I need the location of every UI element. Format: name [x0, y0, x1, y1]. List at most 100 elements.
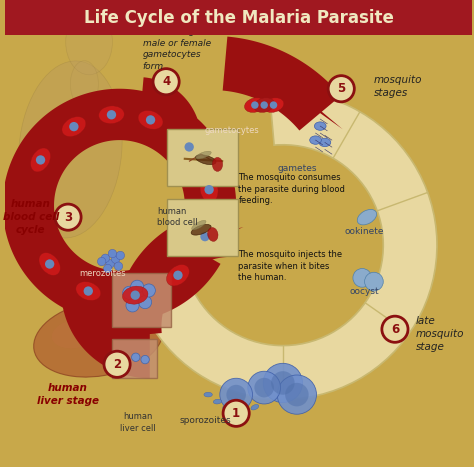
Ellipse shape: [196, 151, 211, 159]
Ellipse shape: [39, 253, 60, 276]
Circle shape: [255, 378, 274, 397]
Ellipse shape: [241, 408, 249, 414]
Circle shape: [220, 378, 253, 411]
Circle shape: [365, 272, 383, 291]
Ellipse shape: [34, 300, 163, 377]
Circle shape: [36, 155, 45, 164]
Circle shape: [201, 232, 210, 241]
Text: 2: 2: [113, 358, 121, 371]
Ellipse shape: [18, 61, 122, 238]
Ellipse shape: [251, 404, 259, 410]
Text: human
liver stage: human liver stage: [37, 383, 99, 406]
Ellipse shape: [208, 227, 218, 241]
Ellipse shape: [254, 98, 274, 113]
Circle shape: [69, 122, 79, 131]
Ellipse shape: [70, 61, 99, 107]
Circle shape: [103, 264, 112, 273]
Text: gametocytes: gametocytes: [204, 126, 259, 135]
Circle shape: [142, 284, 155, 297]
Polygon shape: [63, 297, 150, 378]
Circle shape: [270, 101, 277, 109]
Circle shape: [114, 262, 123, 270]
Ellipse shape: [223, 405, 231, 410]
Circle shape: [184, 142, 194, 152]
Text: ookinete: ookinete: [345, 226, 384, 236]
Polygon shape: [139, 78, 197, 136]
Bar: [5, 0, 472, 35]
Ellipse shape: [204, 392, 212, 397]
Ellipse shape: [212, 157, 223, 171]
Polygon shape: [115, 210, 231, 337]
Text: sporozoites: sporozoites: [180, 416, 232, 425]
Ellipse shape: [357, 209, 377, 225]
Circle shape: [126, 299, 139, 312]
Text: merozoites: merozoites: [80, 269, 127, 278]
Text: 5: 5: [337, 82, 346, 95]
Circle shape: [271, 371, 295, 395]
FancyBboxPatch shape: [167, 129, 237, 186]
Ellipse shape: [310, 136, 321, 144]
Text: human
liver cell: human liver cell: [120, 412, 156, 433]
Ellipse shape: [196, 224, 214, 249]
Text: 3: 3: [64, 211, 72, 224]
Circle shape: [353, 269, 372, 287]
Circle shape: [107, 110, 116, 120]
Circle shape: [146, 115, 155, 125]
Ellipse shape: [179, 135, 200, 158]
Circle shape: [55, 204, 81, 230]
Ellipse shape: [191, 220, 206, 230]
Ellipse shape: [52, 319, 98, 348]
Ellipse shape: [314, 122, 326, 130]
Ellipse shape: [166, 264, 189, 286]
Circle shape: [277, 375, 317, 414]
FancyBboxPatch shape: [112, 339, 157, 378]
Circle shape: [98, 257, 106, 266]
Circle shape: [120, 355, 128, 364]
Circle shape: [106, 260, 114, 268]
Circle shape: [83, 286, 93, 296]
Polygon shape: [3, 89, 236, 322]
Circle shape: [382, 316, 408, 342]
Text: mosquito
stages: mosquito stages: [374, 75, 422, 98]
Ellipse shape: [99, 106, 124, 124]
Circle shape: [101, 254, 109, 262]
Polygon shape: [263, 63, 343, 129]
FancyBboxPatch shape: [112, 273, 171, 327]
Text: gametes: gametes: [277, 163, 317, 173]
Circle shape: [263, 363, 302, 403]
Circle shape: [108, 249, 117, 258]
Ellipse shape: [76, 282, 100, 300]
Ellipse shape: [200, 177, 218, 202]
Ellipse shape: [62, 117, 86, 137]
Circle shape: [285, 383, 309, 406]
Ellipse shape: [232, 409, 240, 413]
Text: Life Cycle of the Malaria Parasite: Life Cycle of the Malaria Parasite: [83, 8, 393, 27]
Ellipse shape: [66, 9, 112, 75]
Ellipse shape: [263, 98, 284, 113]
Text: The mosquito consumes
the parasite during blood
feeding.: The mosquito consumes the parasite durin…: [238, 173, 346, 205]
Polygon shape: [223, 36, 341, 130]
Circle shape: [104, 351, 130, 377]
Circle shape: [204, 185, 214, 194]
Text: human
blood cell
cycle: human blood cell cycle: [2, 199, 59, 235]
Ellipse shape: [213, 399, 222, 404]
Text: 1: 1: [232, 407, 240, 420]
Circle shape: [138, 296, 152, 309]
Text: 4: 4: [162, 75, 170, 88]
Circle shape: [123, 286, 136, 299]
FancyBboxPatch shape: [167, 199, 237, 256]
Circle shape: [248, 371, 281, 404]
Polygon shape: [178, 215, 219, 287]
Text: human
blood cell: human blood cell: [157, 207, 197, 227]
Circle shape: [132, 353, 140, 361]
Ellipse shape: [30, 148, 51, 172]
Text: late
mosquito
stage: late mosquito stage: [416, 316, 465, 352]
Text: 6: 6: [391, 323, 399, 336]
Circle shape: [227, 385, 246, 404]
Ellipse shape: [196, 155, 216, 164]
Circle shape: [45, 259, 55, 269]
Circle shape: [251, 101, 259, 109]
Ellipse shape: [122, 286, 148, 304]
Circle shape: [137, 288, 150, 301]
Circle shape: [130, 290, 140, 300]
